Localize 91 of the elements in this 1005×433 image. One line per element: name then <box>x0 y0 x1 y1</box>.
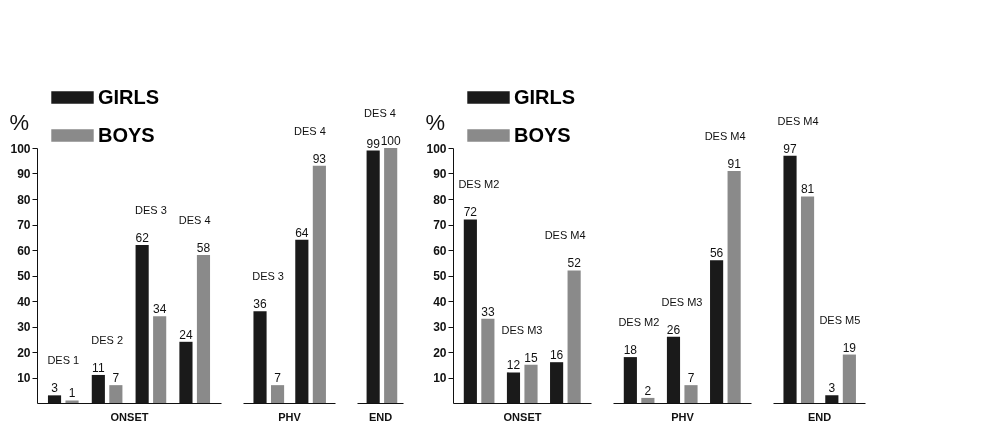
annotation: DES M4 <box>544 229 586 242</box>
data-label: 52 <box>567 256 582 271</box>
data-label: 16 <box>549 348 564 363</box>
data-label: 97 <box>783 141 798 156</box>
data-label: 3 <box>828 381 836 396</box>
annotation: DES 3 <box>252 270 284 283</box>
y-tick-label: 10 <box>433 371 447 385</box>
y-tick-label: 80 <box>17 192 31 207</box>
bar <box>196 255 211 403</box>
data-label: 2 <box>644 383 652 398</box>
data-label: 18 <box>623 343 638 358</box>
x-axis-title: ONSET <box>503 410 542 423</box>
bar <box>65 400 79 403</box>
bar <box>727 170 741 403</box>
legend-label: GIRLS <box>514 85 576 108</box>
text: DES M4 <box>704 129 746 142</box>
data-label: 1 <box>68 386 76 401</box>
bar <box>684 385 698 403</box>
bar <box>270 385 285 403</box>
y-tick-label: 100 <box>10 141 31 156</box>
y-tick-label: 90 <box>17 167 31 181</box>
data-label: 56 <box>709 246 724 261</box>
y-tick-label: 10 <box>17 371 31 385</box>
y-tick-label: 20 <box>433 345 447 360</box>
y-tick-label: 100 <box>426 141 447 156</box>
data-label: 7 <box>274 371 282 386</box>
bar <box>153 316 167 403</box>
y-tick-label: 50 <box>17 269 31 283</box>
y-axis-title: % <box>9 109 30 135</box>
data-label: 100 <box>380 134 402 148</box>
data-label: 99 <box>366 136 381 151</box>
data-label: 72 <box>463 205 478 220</box>
x-axis-title: END <box>807 410 832 423</box>
y-tick-label: 40 <box>17 294 31 309</box>
text: DES 4 <box>294 124 326 137</box>
legend-label: BOYS <box>98 123 155 146</box>
annotation: DES 4 <box>178 214 211 227</box>
data-label: 7 <box>687 371 695 386</box>
bar <box>312 165 326 403</box>
text: DES 4 <box>364 107 396 119</box>
annotation: DES M2 <box>458 178 500 191</box>
annotation: DES M3 <box>661 295 703 308</box>
data-label: 81 <box>800 182 815 197</box>
data-label: 11 <box>92 360 105 375</box>
y-tick-label: 80 <box>433 192 447 207</box>
x-axis-title: PHV <box>278 410 302 423</box>
annotation: DES M5 <box>819 313 861 326</box>
bar <box>842 354 856 403</box>
legend-label: BOYS <box>514 123 571 146</box>
y-tick-label: 20 <box>17 345 31 360</box>
data-label: 91 <box>727 156 742 171</box>
data-label: 7 <box>112 371 120 386</box>
annotation: DES 2 <box>91 333 123 346</box>
data-label: 15 <box>524 350 538 365</box>
y-tick-label: 70 <box>17 218 31 232</box>
data-label: 62 <box>135 230 150 245</box>
y-tick-label: 30 <box>17 320 31 334</box>
y-tick-label: 60 <box>433 243 447 258</box>
annotation: DES 1 <box>47 354 80 367</box>
legend-label: GIRLS <box>98 85 160 108</box>
data-label: 24 <box>179 327 193 342</box>
y-tick-label: 90 <box>433 167 447 181</box>
bar <box>524 364 538 403</box>
bar <box>481 318 495 403</box>
annotation: DES M2 <box>618 316 660 329</box>
bar <box>641 397 655 403</box>
data-label: 33 <box>481 304 495 319</box>
data-label: 19 <box>842 340 857 355</box>
text: DES M4 <box>777 114 819 127</box>
data-label: 93 <box>312 151 327 166</box>
data-label: 58 <box>196 241 211 256</box>
data-label: 3 <box>51 381 59 396</box>
data-label: 64 <box>295 225 309 240</box>
annotation: DES 3 <box>135 203 167 216</box>
bar <box>800 196 815 403</box>
x-axis-title: PHV <box>671 410 695 423</box>
data-label: 26 <box>666 322 681 337</box>
y-tick-label: 40 <box>433 294 447 309</box>
y-tick-label: 50 <box>433 269 447 283</box>
bar <box>109 385 123 403</box>
data-label: 12 <box>506 358 521 373</box>
y-axis-title: % <box>425 109 446 135</box>
annotation: DES M3 <box>501 323 543 336</box>
bar <box>567 270 581 403</box>
y-tick-label: 70 <box>433 218 447 232</box>
data-label: 36 <box>253 297 268 312</box>
x-axis-title: END <box>368 410 393 423</box>
data-label: 34 <box>152 302 167 317</box>
y-tick-label: 60 <box>17 243 31 258</box>
y-tick-label: 30 <box>433 320 447 334</box>
x-axis-title: ONSET <box>110 410 149 423</box>
